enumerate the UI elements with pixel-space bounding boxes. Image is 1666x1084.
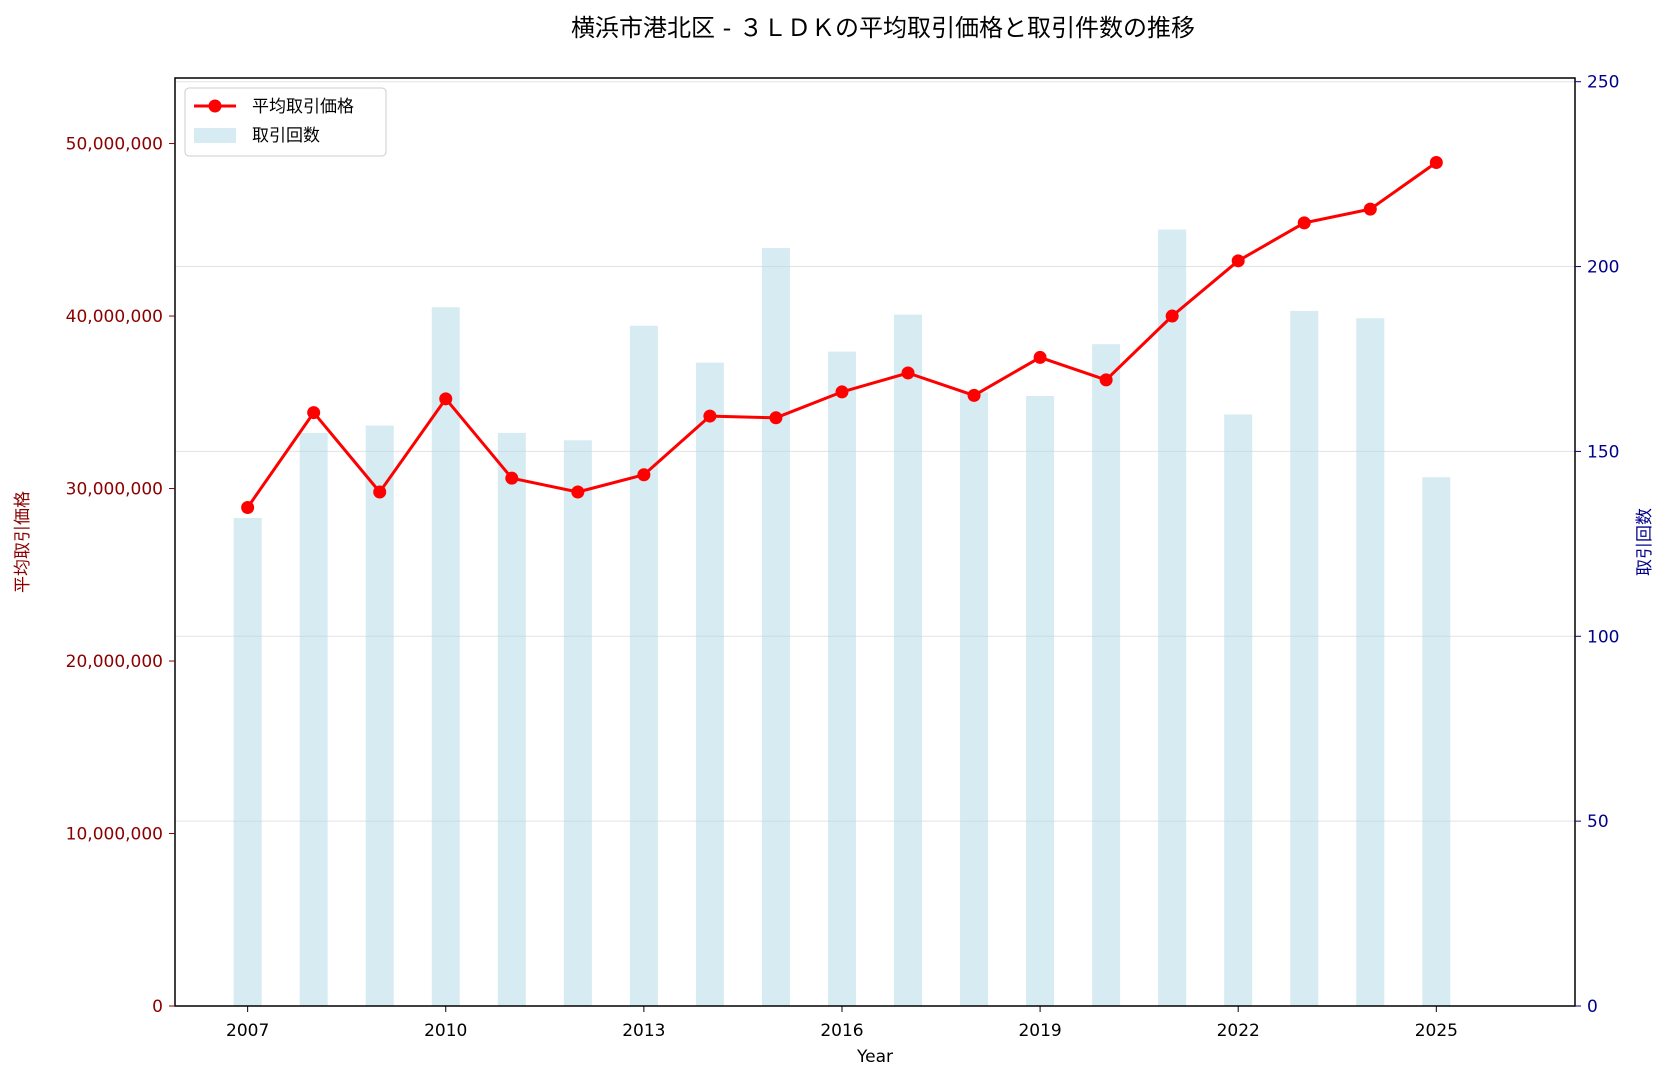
price-point-2010 [439,392,453,406]
price-point-2011 [505,471,519,485]
legend-line-marker [208,99,222,113]
bar-2021 [1158,229,1187,1006]
bar-2015 [761,248,790,1006]
y-right-tick-label: 250 [1587,73,1619,93]
bar-2011 [497,432,526,1007]
x-axis-label: Year [856,1047,893,1067]
price-point-2007 [241,501,255,515]
y-right-tick-label: 150 [1587,442,1619,462]
x-tick-label: 2019 [1018,1021,1061,1041]
y-left-tick-label: 50,000,000 [66,135,163,155]
legend: 平均取引価格 取引回数 [184,87,387,157]
y-left-tick-label: 40,000,000 [66,307,163,327]
price-point-2012 [571,485,585,499]
x-tick-label: 2007 [226,1021,269,1041]
price-point-2025 [1429,156,1443,170]
bar-2013 [629,325,658,1006]
y-right-tick-label: 0 [1587,997,1598,1017]
bar-2008 [299,432,328,1007]
price-point-2024 [1363,202,1377,216]
legend-label-count: 取引回数 [252,126,320,146]
price-point-2013 [637,468,651,482]
y-left-tick-label: 0 [152,997,163,1017]
x-tick-label: 2013 [622,1021,665,1041]
bar-2009 [365,425,394,1006]
price-point-2016 [835,385,849,399]
price-point-2015 [769,411,783,425]
price-point-2022 [1231,254,1245,268]
bar-2025 [1422,477,1451,1006]
y-left-tick-label: 10,000,000 [66,825,163,845]
chart-title: 横浜市港北区 - ３ＬＤＫの平均取引価格と取引件数の推移 [571,14,1195,42]
bar-2018 [960,392,989,1006]
bar-2022 [1224,414,1253,1006]
price-point-2019 [1033,350,1047,364]
bar-2014 [695,362,724,1006]
price-point-2023 [1297,216,1311,230]
line-series [241,156,1443,515]
y-axis-left: 0 10,000,000 20,000,000 30,000,000 40,000,00… [66,135,175,1017]
bar-2024 [1356,318,1385,1006]
x-tick-label: 2010 [424,1021,467,1041]
price-point-2017 [901,366,915,380]
plot-frame [174,77,1576,1007]
bar-2023 [1290,310,1319,1006]
bar-series [233,229,1451,1007]
y-left-tick-label: 20,000,000 [66,652,163,672]
bar-2007 [233,517,262,1006]
price-point-2009 [373,485,387,499]
bar-2020 [1092,344,1121,1006]
x-tick-label: 2025 [1415,1021,1458,1041]
y-axis-right: 0 50 100 150 200 250 [1575,73,1619,1017]
x-axis: 2007 2010 2013 2016 2019 2022 2025 [226,1006,1458,1041]
y-axis-left-label: 平均取引価格 [13,491,33,593]
y-right-tick-label: 50 [1587,812,1609,832]
x-tick-label: 2022 [1217,1021,1260,1041]
price-point-2014 [703,409,717,423]
y-right-tick-label: 100 [1587,627,1619,647]
bar-2010 [431,307,460,1007]
bar-2017 [894,314,923,1006]
y-right-tick-label: 200 [1587,258,1619,278]
bar-2019 [1026,395,1055,1006]
y-left-tick-label: 30,000,000 [66,480,163,500]
x-tick-label: 2016 [820,1021,863,1041]
legend-bar-swatch [194,128,236,143]
price-point-2018 [967,388,981,402]
price-point-2008 [307,406,321,420]
bar-2012 [563,440,592,1007]
price-point-2020 [1099,373,1113,387]
price-point-2021 [1165,309,1179,323]
y-axis-right-label: 取引回数 [1635,508,1655,576]
legend-label-price: 平均取引価格 [252,97,354,117]
bar-2016 [827,351,856,1006]
